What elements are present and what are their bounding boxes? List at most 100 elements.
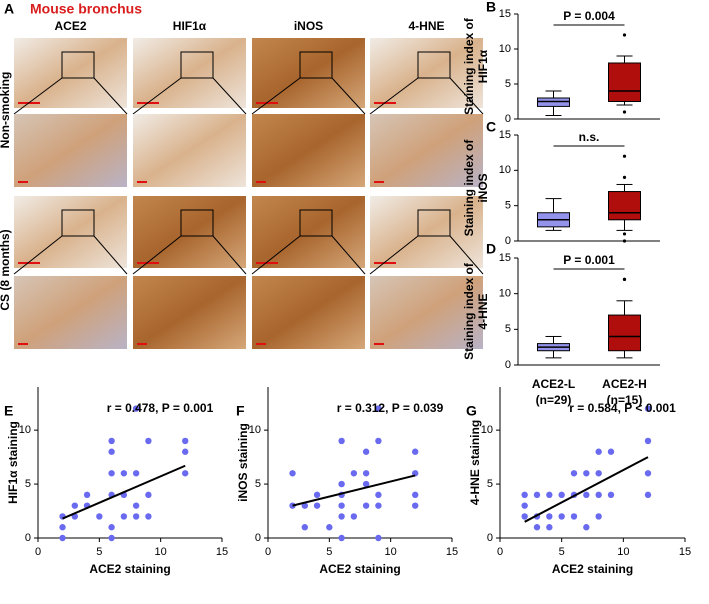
y-tick-label: 10	[249, 424, 261, 436]
box	[608, 62, 641, 102]
zoom-line	[93, 235, 128, 275]
y-axis-label: Staining index of	[462, 139, 476, 237]
micrograph	[133, 276, 246, 349]
point	[521, 491, 528, 499]
box	[608, 314, 641, 352]
point	[521, 513, 528, 520]
point	[546, 513, 553, 520]
point	[583, 470, 590, 477]
point	[644, 491, 652, 499]
y-tick-label: 5	[505, 78, 511, 90]
y-tick-label: 15	[499, 252, 511, 264]
point	[595, 448, 602, 455]
outlier	[622, 110, 627, 114]
point	[145, 513, 152, 520]
point	[132, 470, 140, 477]
point	[375, 437, 382, 445]
zoom-line	[132, 77, 182, 115]
point	[546, 491, 553, 499]
x-tick-note: (n=29)	[536, 393, 572, 407]
x-tick-note: (n=15)	[607, 393, 643, 407]
zoom-line	[449, 235, 484, 275]
micrograph	[370, 196, 483, 268]
micrograph	[252, 196, 365, 268]
point	[375, 502, 382, 509]
panel-label: F	[236, 403, 245, 419]
point	[313, 491, 321, 499]
micrograph	[14, 196, 127, 268]
x-tick-label: 5	[559, 546, 565, 558]
micrograph	[370, 276, 483, 349]
point	[362, 448, 370, 455]
point	[108, 534, 115, 542]
point	[350, 513, 358, 520]
point	[558, 491, 565, 499]
y-tick-label: 15	[499, 129, 511, 141]
x-tick-label: 5	[326, 546, 332, 558]
row-label: Non-smoking	[0, 72, 12, 149]
x-tick-label: 10	[617, 546, 629, 558]
annotation: P = 0.001	[563, 253, 615, 267]
y-tick-label: 0	[487, 532, 493, 544]
outlier	[622, 154, 627, 158]
micrograph	[252, 114, 365, 187]
y-tick-label: 10	[481, 424, 493, 436]
point	[301, 524, 308, 531]
zoom-line	[251, 77, 301, 115]
zoom-box	[417, 51, 451, 79]
y-tick-label: 0	[505, 113, 511, 125]
point	[338, 437, 345, 445]
y-tick-label: 15	[499, 8, 511, 20]
panel-label: D	[486, 241, 496, 257]
point	[570, 470, 578, 477]
column-label: HIF1α	[173, 19, 207, 33]
point	[362, 502, 370, 509]
point	[120, 470, 128, 477]
point	[546, 524, 553, 531]
x-tick-label: ACE2-H	[602, 377, 647, 391]
x-tick-label: 10	[155, 546, 167, 558]
point	[644, 470, 652, 477]
zoom-box	[61, 209, 95, 237]
point	[533, 524, 541, 531]
y-tick-label: 10	[499, 288, 511, 300]
point	[83, 491, 91, 499]
point	[182, 470, 189, 477]
zoom-box	[299, 209, 333, 237]
point	[375, 405, 382, 412]
zoom-box	[180, 209, 214, 237]
point	[108, 437, 115, 445]
point	[375, 491, 382, 499]
annotation: P = 0.004	[563, 9, 615, 23]
point	[132, 502, 140, 509]
annotation: n.s.	[579, 130, 600, 144]
micrograph	[252, 38, 365, 108]
micrograph	[252, 276, 365, 349]
x-tick-label: 15	[679, 546, 691, 558]
panel-label: C	[486, 119, 496, 135]
point	[182, 437, 189, 445]
column-label: 4-HNE	[408, 19, 444, 33]
trendline	[524, 456, 649, 523]
zoom-line	[369, 77, 419, 115]
zoom-line	[13, 235, 63, 275]
point	[120, 513, 128, 520]
outlier	[622, 232, 627, 236]
y-axis-label: iNOS	[476, 173, 490, 202]
point	[533, 491, 541, 499]
point	[583, 524, 590, 531]
x-tick-label: 0	[35, 546, 41, 558]
point	[644, 405, 652, 412]
micrograph	[14, 38, 127, 108]
point	[59, 524, 66, 531]
y-axis-label: 4-HNE	[476, 293, 490, 329]
point	[132, 513, 140, 520]
zoom-line	[212, 77, 247, 115]
column-label: ACE2	[54, 19, 86, 33]
point	[595, 513, 602, 520]
panel-label: B	[486, 0, 496, 15]
annotation: r = 0.584, P < 0.001	[569, 401, 676, 415]
x-tick-label: 0	[265, 546, 271, 558]
outlier	[622, 175, 627, 179]
point	[607, 491, 615, 499]
